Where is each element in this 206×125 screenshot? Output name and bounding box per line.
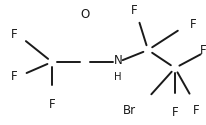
Text: F: F [171,106,177,119]
Text: F: F [189,18,196,30]
Text: F: F [11,70,17,84]
Text: Br: Br [122,104,135,117]
Text: F: F [130,4,137,16]
Text: F: F [192,104,198,117]
Text: O: O [80,8,89,20]
Text: F: F [11,28,17,42]
Text: N: N [113,54,122,66]
Text: F: F [48,98,55,111]
Text: F: F [199,44,206,57]
Text: H: H [114,72,121,82]
